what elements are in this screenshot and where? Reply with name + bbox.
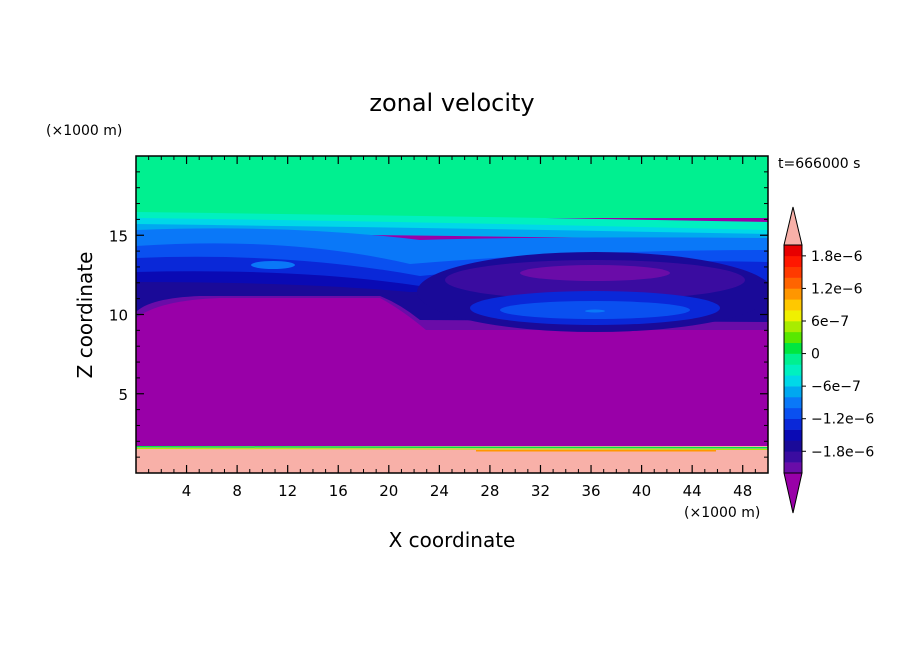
colorbar-swatch xyxy=(784,299,802,311)
bottom-yellow-line xyxy=(136,448,768,450)
y-tick-label: 10 xyxy=(109,307,128,325)
x-tick-label: 8 xyxy=(232,482,242,500)
colorbar-swatch xyxy=(784,364,802,376)
colorbar-swatch xyxy=(784,375,802,387)
colorbar-swatch xyxy=(784,462,802,474)
x-tick-label: 24 xyxy=(430,482,449,500)
band-lightblue xyxy=(136,224,768,240)
colorbar-swatch xyxy=(784,321,802,333)
colorbar-tick-label: 1.8e−6 xyxy=(811,249,863,265)
colorbar-frame xyxy=(783,244,803,474)
y-axis: 5 10 15 xyxy=(109,171,768,458)
y-tick-label: 15 xyxy=(109,227,128,245)
x-unit-label: (×1000 m) xyxy=(684,505,760,521)
colorbar-swatch xyxy=(784,429,802,441)
x-tick-label: 4 xyxy=(182,482,192,500)
colorbar-swatch xyxy=(784,451,802,463)
colorbar-tick-label: −1.8e−6 xyxy=(811,444,874,460)
colorbar-swatch xyxy=(784,397,802,409)
colorbar-tick-label: 0 xyxy=(811,347,820,363)
chart-title: zonal velocity xyxy=(369,89,534,117)
colorbar-swatch xyxy=(784,245,802,257)
colorbar-tick-label: −1.2e−6 xyxy=(811,412,874,428)
colorbar-swatch xyxy=(784,440,802,452)
band-purple-main xyxy=(136,298,768,340)
core-deepest xyxy=(520,265,670,281)
x-tick-label: 20 xyxy=(379,482,398,500)
x-tick-label: 16 xyxy=(329,482,348,500)
bottom-green-line xyxy=(136,446,768,449)
colorbar-swatch xyxy=(784,353,802,365)
colorbar: 1.8e−6 1.2e−6 6e−7 0 −6e−7 −1.2e−6 −1.8e−6 xyxy=(783,206,874,514)
time-label: t=666000 s xyxy=(778,156,860,172)
x-axis: 4 8 12 16 20 24 28 32 36 40 44 48 xyxy=(148,156,756,500)
x-tick-label: 48 xyxy=(733,482,752,500)
y-axis-label: Z coordinate xyxy=(73,252,97,379)
x-tick-label: 28 xyxy=(480,482,499,500)
colorbar-swatch xyxy=(784,331,802,344)
colorbar-tick-label: −6e−7 xyxy=(811,379,861,395)
x-tick-label: 12 xyxy=(278,482,297,500)
x-tick-label: 40 xyxy=(632,482,651,500)
colorbar-tick-label: 1.2e−6 xyxy=(811,281,863,297)
colorbar-swatch xyxy=(784,288,802,300)
colorbar-tick-label: 6e−7 xyxy=(811,314,849,330)
bottom-orange-streak xyxy=(476,450,716,452)
colorbar-swatch xyxy=(784,310,802,322)
colorbar-swatch xyxy=(784,407,802,420)
y-unit-label: (×1000 m) xyxy=(46,123,122,139)
colorbar-swatch xyxy=(784,342,802,354)
colorbar-swatch xyxy=(784,277,802,289)
x-tick-label: 36 xyxy=(581,482,600,500)
y-tick-label: 5 xyxy=(118,386,128,404)
x-axis-label: X coordinate xyxy=(389,528,516,552)
core-light xyxy=(585,309,605,313)
colorbar-swatch xyxy=(784,255,802,268)
band-upper-green xyxy=(136,156,768,218)
colorbar-swatch xyxy=(784,418,802,430)
contour-field xyxy=(136,156,768,473)
x-tick-label: 32 xyxy=(531,482,550,500)
colorbar-swatch xyxy=(784,386,802,398)
x-tick-label: 44 xyxy=(683,482,702,500)
colorbar-swatch xyxy=(784,266,802,278)
left-spot xyxy=(251,261,295,269)
colorbar-under-triangle xyxy=(783,472,803,514)
colorbar-over-triangle xyxy=(783,206,803,246)
